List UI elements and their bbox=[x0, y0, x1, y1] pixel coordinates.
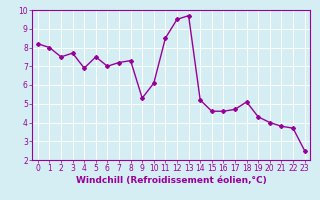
X-axis label: Windchill (Refroidissement éolien,°C): Windchill (Refroidissement éolien,°C) bbox=[76, 176, 267, 185]
